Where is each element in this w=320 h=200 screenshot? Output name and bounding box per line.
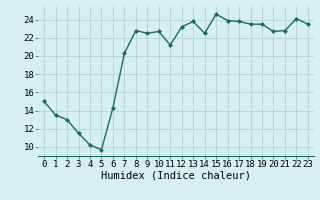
X-axis label: Humidex (Indice chaleur): Humidex (Indice chaleur) xyxy=(101,171,251,181)
